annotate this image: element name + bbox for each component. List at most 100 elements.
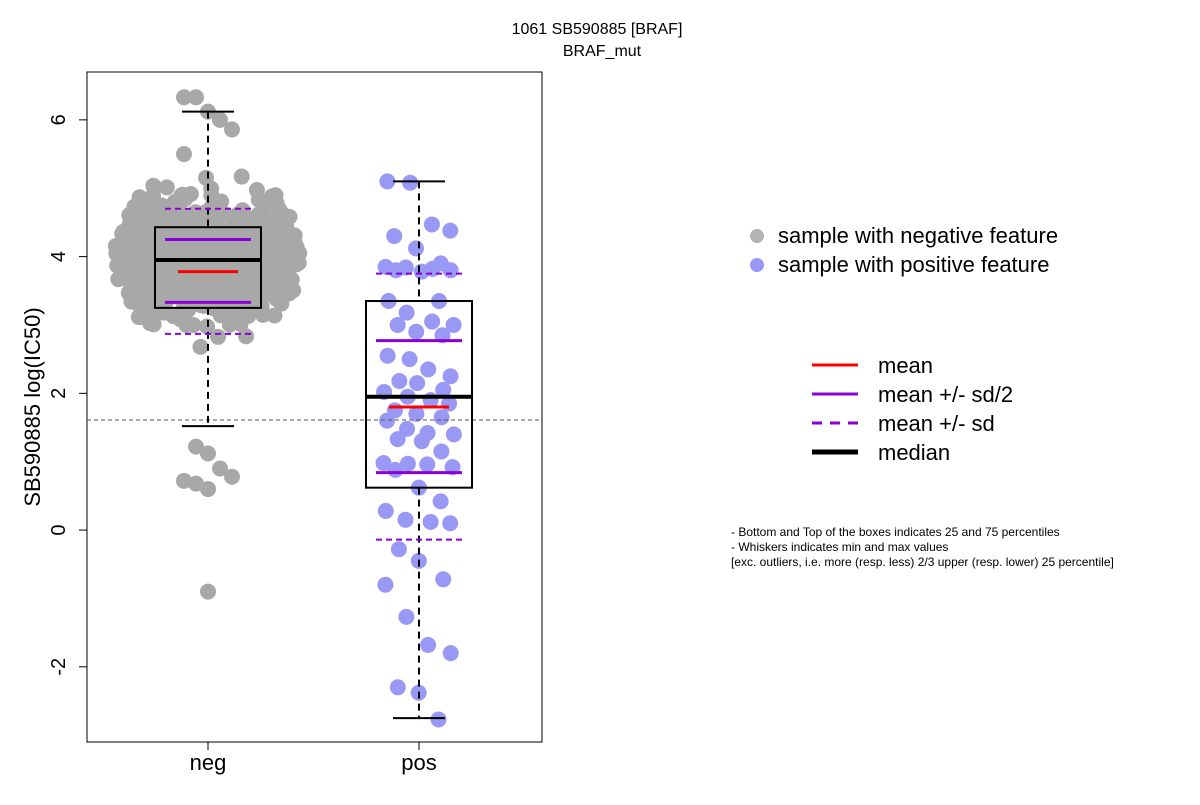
sample-point-pos — [435, 381, 452, 398]
sample-point-neg — [176, 472, 192, 489]
sample-point-neg — [185, 269, 202, 286]
sample-point-pos — [390, 541, 407, 558]
sample-point-neg — [241, 239, 258, 256]
sample-point-neg — [198, 169, 215, 186]
sample-point-neg — [267, 187, 284, 204]
notes: - Bottom and Top of the boxes indicates … — [731, 525, 1114, 569]
sample-point-neg — [291, 245, 308, 262]
legend-line-label: mean — [878, 353, 933, 378]
sample-point-pos — [409, 375, 426, 392]
box-iqr — [154, 226, 262, 309]
sample-point-pos — [420, 636, 437, 653]
sample-point-pos — [442, 645, 459, 662]
x-tick-label: neg — [190, 750, 227, 775]
sample-point-neg — [240, 307, 257, 324]
sample-point-pos — [379, 347, 396, 364]
sample-point-neg — [224, 468, 240, 485]
sample-point-pos — [433, 443, 450, 460]
sample-point-neg — [255, 277, 272, 294]
sample-point-neg — [192, 338, 209, 355]
sample-point-neg — [180, 301, 197, 318]
x-tick-label: pos — [401, 750, 436, 775]
note-text: - Bottom and Top of the boxes indicates … — [731, 525, 1060, 539]
sample-point-neg — [210, 328, 227, 345]
sample-point-neg — [131, 309, 148, 326]
sample-point-neg — [200, 481, 216, 498]
sample-point-neg — [188, 89, 204, 106]
sample-point-neg — [164, 239, 181, 256]
sample-point-neg — [188, 475, 204, 492]
sample-point-neg — [274, 289, 291, 306]
sample-point-pos — [445, 426, 462, 443]
legend-line-label: mean +/- sd/2 — [878, 382, 1013, 407]
sample-point-neg — [145, 177, 162, 194]
sample-point-neg — [114, 247, 131, 264]
sample-point-pos — [419, 456, 436, 473]
sample-point-neg — [233, 168, 250, 185]
sample-point-neg — [198, 318, 215, 335]
plot-area: -2 0 2 4 6 neg pos — [48, 71, 543, 775]
sample-point-pos — [386, 228, 403, 245]
sample-point-neg — [148, 230, 165, 247]
sample-point-pos — [399, 420, 416, 437]
sample-point-neg — [272, 218, 289, 235]
y-tick-label: 6 — [48, 114, 70, 125]
legend: sample with negative feature sample with … — [750, 223, 1058, 465]
sample-point-pos — [408, 240, 425, 257]
note-text: [exc. outliers, i.e. more (resp. less) 2… — [731, 555, 1114, 569]
sample-point-pos — [442, 262, 459, 279]
sample-point-neg — [133, 225, 150, 242]
sample-point-pos — [413, 433, 430, 450]
sample-point-neg — [136, 209, 153, 226]
sample-point-pos — [433, 409, 450, 426]
chart-title: 1061 SB590885 [BRAF] — [512, 21, 683, 38]
y-tick-label: 2 — [48, 388, 70, 399]
sample-point-neg — [238, 328, 255, 345]
y-tick-label: 4 — [48, 251, 70, 262]
outlier-point-neg — [200, 583, 216, 600]
sample-point-neg — [176, 146, 192, 163]
sample-point-neg — [145, 316, 162, 333]
sample-point-neg — [140, 284, 157, 301]
sample-point-pos — [435, 571, 452, 588]
sample-point-neg — [212, 460, 228, 477]
sample-point-neg — [210, 292, 227, 309]
sample-point-neg — [172, 271, 189, 288]
points-pos — [375, 173, 462, 728]
sample-point-neg — [131, 264, 148, 281]
sample-point-neg — [216, 228, 233, 245]
sample-point-pos — [379, 412, 396, 429]
box-pos — [365, 180, 473, 720]
sample-point-neg — [266, 307, 283, 324]
sample-point-neg — [198, 274, 215, 291]
sample-point-neg — [148, 202, 165, 219]
legend-line-label: mean +/- sd — [878, 411, 995, 436]
legend-point-label: sample with negative feature — [778, 223, 1058, 248]
sample-point-pos — [399, 455, 416, 472]
sample-point-neg — [156, 216, 173, 233]
legend-line-label: median — [878, 440, 950, 465]
sample-point-neg — [124, 204, 141, 221]
sample-point-pos — [375, 455, 392, 472]
sample-point-pos — [442, 222, 459, 239]
sample-point-pos — [398, 608, 415, 625]
sample-point-pos — [442, 515, 459, 532]
sample-point-pos — [379, 173, 396, 190]
sample-point-neg — [176, 89, 192, 106]
y-axis-label: SB590885 log(IC50) — [20, 307, 45, 506]
box-neg — [154, 110, 262, 428]
sample-point-pos — [420, 361, 437, 378]
note-text: - Whiskers indicates min and max values — [731, 540, 948, 554]
sample-point-neg — [176, 207, 193, 224]
sample-point-pos — [398, 304, 415, 321]
sample-point-neg — [185, 316, 202, 333]
sample-point-pos — [423, 216, 440, 233]
sample-point-neg — [123, 293, 140, 310]
sample-point-pos — [408, 405, 425, 422]
sample-point-neg — [250, 191, 267, 208]
sample-point-pos — [387, 461, 404, 478]
y-tick-label: -2 — [48, 658, 70, 676]
sample-point-pos — [422, 513, 439, 530]
sample-point-neg — [271, 258, 288, 275]
